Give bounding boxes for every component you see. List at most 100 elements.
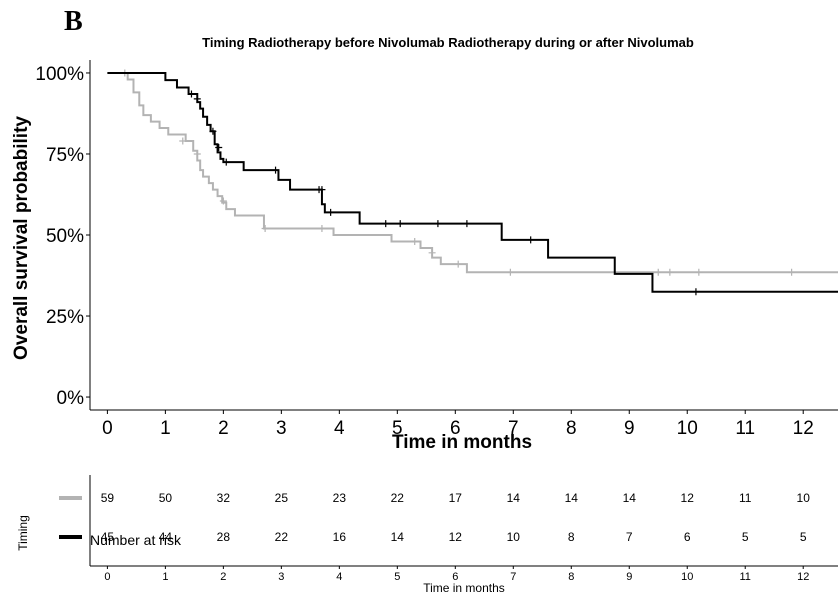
x-tick-label: 9 [624, 418, 635, 439]
risk-table-ylabel: Timing [16, 515, 30, 551]
x-tick-label: 10 [677, 418, 698, 439]
risk-x-tick-label: 2 [220, 571, 226, 583]
chart-title: Timing Radiotherapy before Nivolumab Rad… [202, 35, 694, 50]
risk-count: 10 [797, 491, 811, 505]
censor-mark [396, 220, 404, 228]
risk-count: 59 [101, 491, 115, 505]
risk-x-tick-label: 7 [510, 571, 516, 583]
censor-mark [327, 208, 335, 216]
x-tick-label: 3 [276, 418, 287, 439]
survival-curve [107, 71, 838, 293]
censor-mark [193, 150, 201, 158]
censor-mark [506, 268, 514, 276]
risk-count: 44 [159, 530, 173, 544]
risk-x-tick-label: 3 [278, 571, 284, 583]
risk-count: 32 [217, 491, 231, 505]
censor-mark [527, 236, 535, 244]
risk-count: 14 [507, 491, 521, 505]
y-tick-label: 100% [35, 64, 84, 85]
risk-x-tick-label: 11 [740, 571, 751, 583]
risk-count: 14 [391, 530, 405, 544]
risk-count: 7 [626, 530, 633, 544]
censor-mark [187, 90, 195, 98]
x-tick-label: 11 [735, 418, 755, 439]
y-tick-label: 75% [46, 145, 84, 166]
risk-x-tick-label: 0 [104, 571, 110, 583]
risk-rows: 59 50 32 25 23 22 17 14 14 14 12 11 10 45 44 28 22 16 14 12… [59, 491, 810, 544]
censor-mark [318, 186, 326, 194]
risk-row-2: 45 44 28 22 16 14 12 10 8 7 6 5 5 [59, 530, 807, 544]
censor-mark [272, 166, 280, 174]
risk-count: 16 [333, 530, 347, 544]
km-plot: 0%25%50%75%100% 0 1 2 3 4 5 6 7 8 9 10 11 12 Time in… [11, 60, 838, 453]
risk-count: 5 [800, 530, 807, 544]
y-tick-label: 0% [57, 388, 85, 409]
censor-mark [382, 220, 390, 228]
y-axis-title: Overall survival probability [11, 116, 32, 360]
censor-mark [463, 220, 471, 228]
censor-mark [193, 95, 201, 103]
x-axis-ticks: 0 1 2 3 4 5 6 7 8 9 10 11 12 [102, 410, 814, 439]
censor-mark [788, 268, 796, 276]
survival-curve [107, 71, 838, 274]
risk-count: 23 [333, 491, 347, 505]
censor-mark [454, 260, 462, 268]
censor-mark [428, 249, 436, 257]
risk-x-ticks: 0 1 2 3 4 5 6 7 8 9 10 11 12 [104, 566, 809, 583]
risk-row-1: 59 50 32 25 23 22 17 14 14 14 12 11 10 [59, 491, 810, 505]
risk-table-title: Number at risk [90, 532, 182, 548]
censor-mark [434, 220, 442, 228]
risk-count: 11 [739, 491, 752, 505]
risk-count: 6 [684, 530, 691, 544]
risk-count: 14 [623, 491, 637, 505]
censor-mark [666, 268, 674, 276]
risk-count: 50 [159, 491, 173, 505]
x-tick-label: 0 [102, 418, 113, 439]
x-tick-label: 6 [450, 418, 461, 439]
censor-mark [318, 225, 326, 233]
censor-mark [222, 158, 230, 166]
risk-count: 22 [275, 530, 289, 544]
x-tick-label: 12 [793, 418, 814, 439]
risk-x-tick-label: 12 [797, 571, 809, 583]
censor-mark [695, 268, 703, 276]
risk-count: 12 [681, 491, 695, 505]
risk-count: 5 [742, 530, 749, 544]
y-tick-label: 50% [46, 226, 84, 247]
risk-x-tick-label: 8 [568, 571, 574, 583]
risk-count: 22 [391, 491, 405, 505]
risk-x-tick-label: 5 [394, 571, 400, 583]
panel-label: B [64, 6, 83, 37]
x-tick-label: 5 [392, 418, 403, 439]
censor-mark [692, 288, 700, 296]
risk-count: 28 [217, 530, 231, 544]
censor-mark [261, 225, 269, 233]
risk-x-tick-label: 6 [452, 571, 458, 583]
risk-count: 14 [565, 491, 579, 505]
y-axis-ticks: 0% 25% 50% 75% 100% [35, 64, 90, 409]
x-tick-label: 7 [508, 418, 519, 439]
risk-count: 8 [568, 530, 575, 544]
censor-mark [654, 268, 662, 276]
censor-mark [179, 137, 187, 145]
risk-count: 25 [275, 491, 289, 505]
risk-x-tick-label: 9 [626, 571, 632, 583]
x-tick-label: 2 [218, 418, 229, 439]
risk-count: 45 [101, 530, 115, 544]
series-2 [107, 71, 838, 296]
risk-x-tick-label: 4 [336, 571, 342, 583]
risk-table: Number at risk Timing 59 50 32 25 23 22 17 14 14… [16, 475, 838, 595]
censor-mark [219, 197, 227, 205]
x-tick-label: 8 [566, 418, 577, 439]
risk-x-tick-label: 10 [681, 571, 693, 583]
risk-table-xlabel: Time in months [423, 581, 505, 595]
x-axis-title: Time in months [392, 432, 532, 453]
risk-count: 12 [449, 530, 463, 544]
x-tick-label: 4 [334, 418, 345, 439]
series-1 [107, 69, 838, 276]
censor-mark [209, 127, 217, 135]
series-layer [107, 69, 838, 296]
censor-mark [411, 237, 419, 245]
risk-count: 10 [507, 530, 521, 544]
